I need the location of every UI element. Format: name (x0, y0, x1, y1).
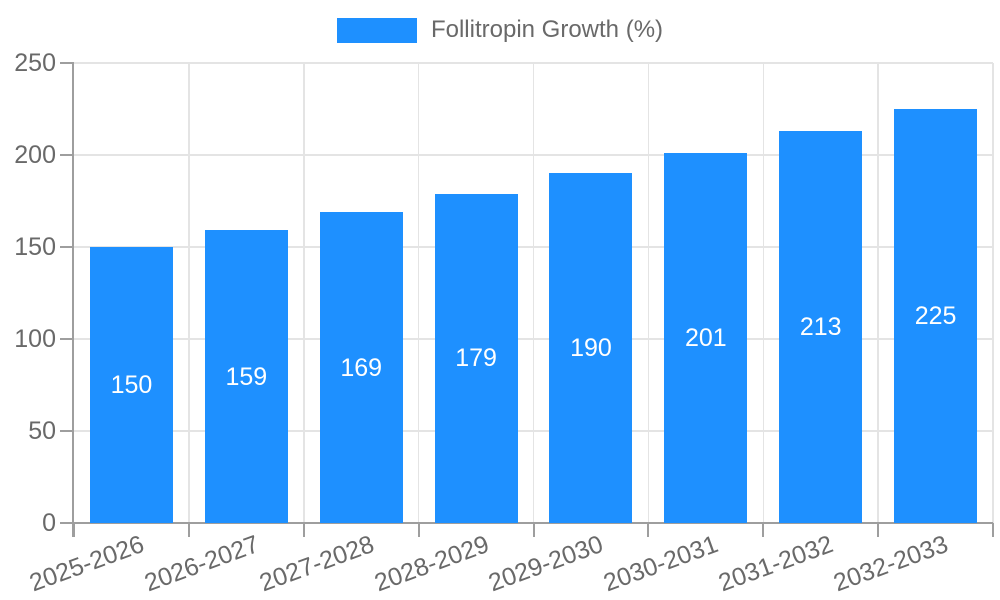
bar-value-label: 159 (225, 362, 268, 391)
y-tick-label: 50 (28, 417, 56, 445)
x-tickmark (992, 523, 994, 537)
bar[interactable] (894, 109, 978, 523)
x-gridline (762, 63, 764, 523)
x-tick-label: 2031-2032 (714, 530, 837, 598)
x-tick-label: 2028-2029 (370, 530, 493, 598)
bar-value-label: 179 (455, 344, 497, 373)
x-tickmark (187, 523, 190, 537)
legend-item[interactable]: Follitropin Growth (%) (0, 16, 1000, 44)
bar-value-label: 190 (570, 334, 612, 363)
x-tick-label: 2032-2033 (829, 530, 952, 598)
y-tickmark (60, 246, 74, 248)
y-tick-label: 150 (14, 233, 56, 261)
x-gridline (992, 63, 994, 523)
bar[interactable] (779, 131, 863, 523)
x-axis-line (72, 522, 993, 524)
x-gridline (532, 63, 535, 523)
y-tickmark (60, 338, 74, 340)
y-tickmark (60, 430, 74, 432)
bar[interactable] (319, 212, 403, 523)
x-tick-label: 2027-2028 (255, 530, 378, 598)
x-tickmark (762, 523, 765, 537)
x-tick-label: 2030-2031 (600, 530, 723, 598)
y-tick-label: 0 (42, 509, 56, 537)
x-tick-label: 2026-2027 (140, 530, 263, 598)
legend-label: Follitropin Growth (%) (430, 16, 664, 43)
y-tick-label: 250 (14, 49, 56, 77)
y-tickmark (60, 62, 74, 64)
bar-value-label: 169 (340, 353, 383, 382)
bar-value-label: 201 (684, 324, 727, 353)
x-tick-label: 2025-2026 (25, 530, 148, 598)
x-gridline (647, 63, 650, 523)
x-tickmark (647, 523, 650, 537)
bar[interactable] (664, 153, 748, 523)
y-axis-line (72, 63, 74, 537)
x-tickmark (877, 523, 880, 537)
bar[interactable] (89, 247, 173, 523)
bar[interactable] (434, 193, 518, 523)
x-tickmark (417, 523, 420, 537)
x-tickmark (73, 523, 75, 537)
bar[interactable] (204, 230, 288, 523)
y-tick-label: 100 (14, 325, 56, 353)
x-gridline (877, 63, 879, 523)
bar[interactable] (549, 173, 633, 523)
y-tickmark (60, 522, 74, 524)
y-tickmark (60, 154, 74, 156)
x-tick-label: 2029-2030 (485, 530, 608, 598)
bar-value-label: 213 (799, 313, 842, 342)
x-gridline (417, 63, 420, 523)
legend-swatch (336, 17, 417, 43)
x-gridline (303, 63, 305, 523)
x-gridline (188, 63, 190, 523)
bar-value-label: 150 (110, 371, 153, 399)
x-tickmark (532, 523, 535, 537)
x-tickmark (302, 523, 305, 537)
bar-value-label: 225 (914, 302, 957, 330)
y-tick-label: 200 (14, 141, 56, 169)
